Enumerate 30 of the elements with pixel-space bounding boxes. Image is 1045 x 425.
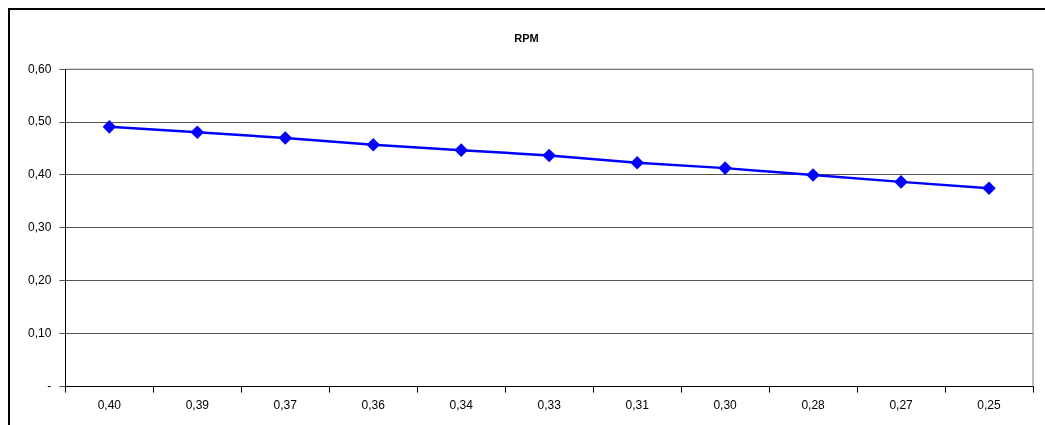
point (982, 181, 996, 195)
point (366, 138, 380, 152)
x-tick-label: 0,25 (977, 398, 1002, 413)
point (279, 131, 292, 145)
y-tick-label: 0,40 (28, 167, 52, 182)
x-tick-label: 0,31 (625, 398, 650, 413)
chart-title: RPM (514, 31, 539, 44)
point (718, 161, 732, 175)
y-tick-label: 0,30 (28, 220, 52, 235)
x-tick-label: 0,36 (361, 398, 386, 413)
x-tick-label: 0,33 (537, 398, 562, 413)
point (454, 143, 468, 157)
x-tick-label: 0,30 (713, 398, 738, 413)
point (806, 168, 820, 182)
x-tick-label: 0,28 (801, 398, 826, 413)
x-tick-label: 0,34 (449, 398, 474, 413)
point (103, 120, 116, 134)
x-tick-label: 0,27 (889, 398, 914, 413)
y-tick-label: - (47, 378, 52, 393)
x-tick-label: 0,39 (185, 398, 210, 413)
y-tick-label: 0,50 (28, 114, 52, 129)
y-tick-label: 0,20 (28, 273, 52, 288)
x-tick-label: 0,37 (273, 398, 298, 413)
point (894, 175, 908, 189)
x-tick-label: 0,40 (97, 398, 122, 413)
point (191, 125, 204, 139)
y-tick-label: 0,10 (28, 326, 52, 341)
point (542, 149, 556, 162)
point (630, 156, 644, 170)
y-tick-label: 0,60 (28, 61, 52, 76)
